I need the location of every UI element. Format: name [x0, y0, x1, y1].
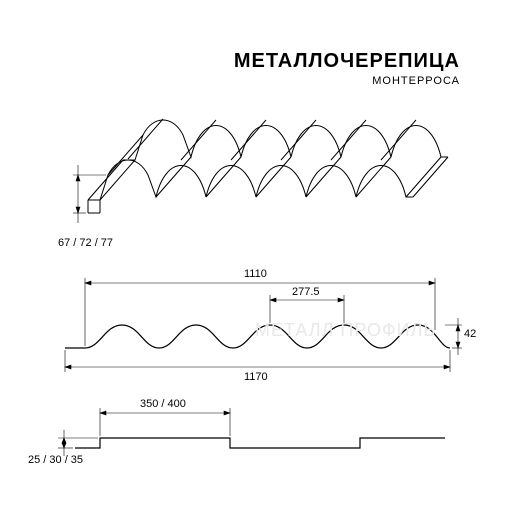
- step-pitch-label: 350 / 400: [140, 398, 186, 410]
- profile-segment-label: 277.5: [292, 286, 320, 298]
- product-title: МЕТАЛЛОЧЕРЕПИЦА: [234, 50, 460, 73]
- watermark-text: МЕТАЛЛ ПРОФИЛЬ: [255, 320, 436, 341]
- product-subtitle: МОНТЕРРОСА: [234, 75, 460, 87]
- profile-bottom-width-label: 1170: [244, 371, 268, 383]
- profile-top-width-label: 1110: [244, 268, 267, 280]
- step-height-label: 25 / 30 / 35: [28, 454, 83, 466]
- perspective-height-label: 67 / 72 / 77: [58, 237, 113, 249]
- tile-perspective-view: [68, 105, 468, 235]
- step-profile: [50, 400, 470, 460]
- title-block: МЕТАЛЛОЧЕРЕПИЦА МОНТЕРРОСА: [234, 50, 460, 87]
- profile-height-label: 42: [464, 328, 476, 340]
